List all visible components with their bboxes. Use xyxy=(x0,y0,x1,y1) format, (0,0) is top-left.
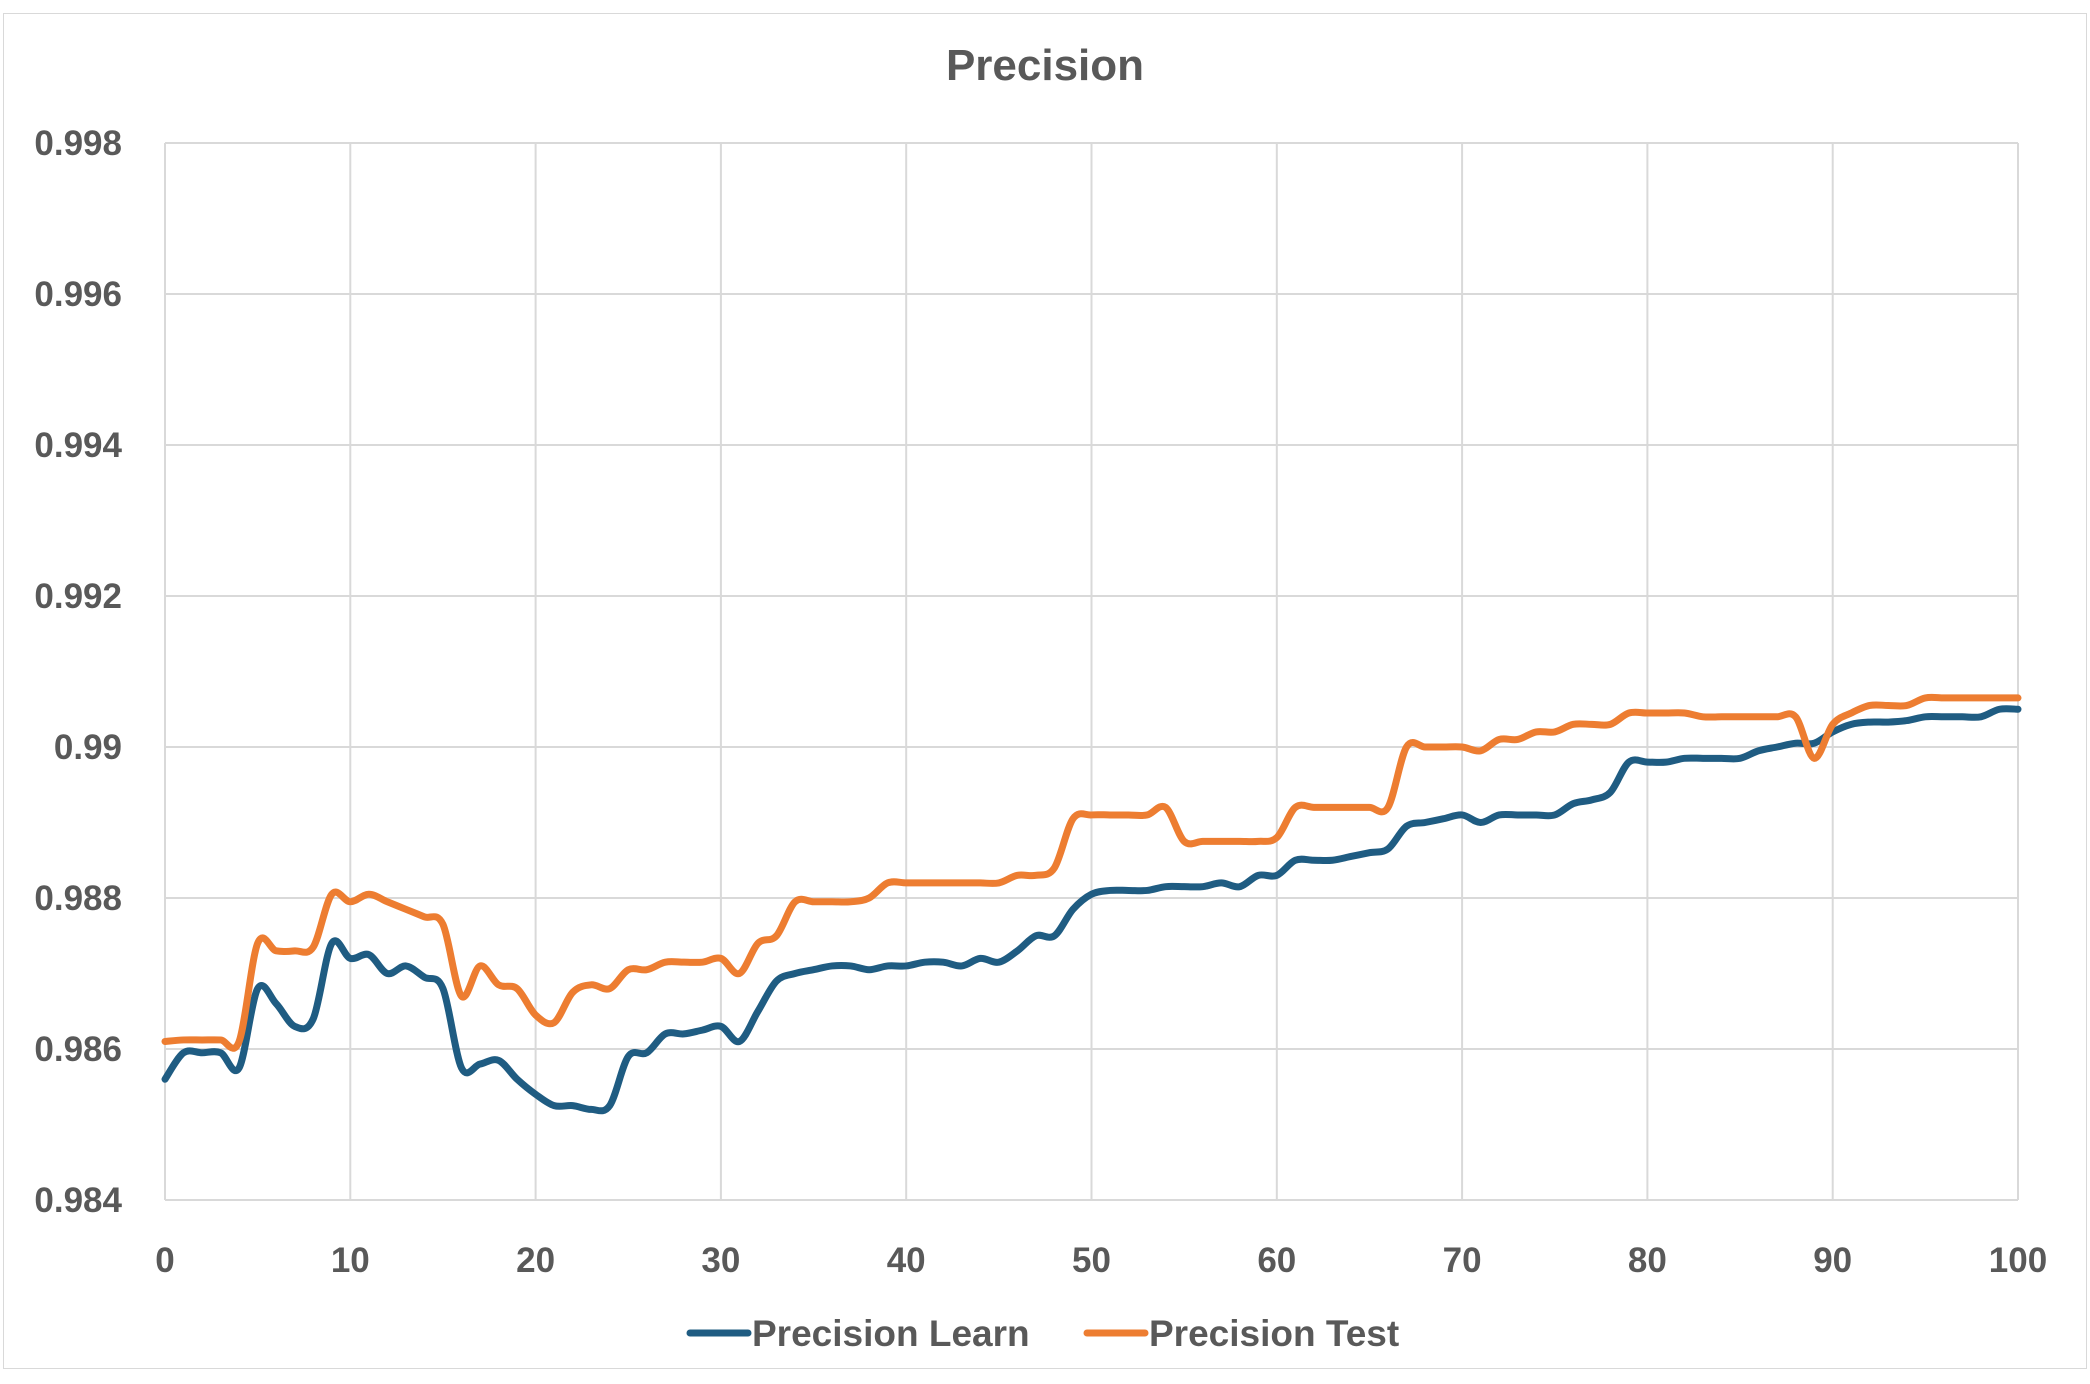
y-tick-label: 0.988 xyxy=(34,879,122,918)
series-lines xyxy=(161,693,2022,1115)
x-tick-label: 100 xyxy=(1989,1241,2047,1280)
series-line-precision-test xyxy=(161,693,2022,1052)
x-axis-tick-labels: 0 10 20 30 40 50 60 70 80 90 100 xyxy=(155,1241,2047,1280)
x-tick-label: 40 xyxy=(887,1241,926,1280)
legend-label-precision-test: Precision Test xyxy=(1149,1313,1399,1354)
x-tick-label: 0 xyxy=(155,1241,174,1280)
x-tick-label: 80 xyxy=(1628,1241,1667,1280)
x-tick-label: 70 xyxy=(1443,1241,1482,1280)
legend: Precision Learn Precision Test xyxy=(686,1313,1399,1354)
x-gridlines xyxy=(164,143,2019,1200)
x-tick-label: 20 xyxy=(516,1241,555,1280)
y-tick-label: 0.992 xyxy=(34,577,122,616)
x-tick-label: 30 xyxy=(701,1241,740,1280)
y-tick-label: 0.994 xyxy=(34,426,122,465)
series-line-precision-learn xyxy=(161,705,2022,1115)
chart-title: Precision xyxy=(946,41,1144,90)
y-tick-label: 0.998 xyxy=(34,124,122,163)
y-axis-tick-labels: 0.984 0.986 0.988 0.99 0.992 0.994 0.996 0.998 xyxy=(34,124,122,1220)
x-tick-label: 60 xyxy=(1257,1241,1296,1280)
x-tick-label: 50 xyxy=(1072,1241,1111,1280)
x-tick-label: 90 xyxy=(1813,1241,1852,1280)
y-tick-label: 0.996 xyxy=(34,275,122,314)
y-tick-label: 0.984 xyxy=(34,1181,122,1220)
y-tick-label: 0.99 xyxy=(54,728,122,767)
legend-label-precision-learn: Precision Learn xyxy=(752,1313,1030,1354)
y-tick-label: 0.986 xyxy=(34,1030,122,1069)
x-tick-label: 10 xyxy=(331,1241,370,1280)
